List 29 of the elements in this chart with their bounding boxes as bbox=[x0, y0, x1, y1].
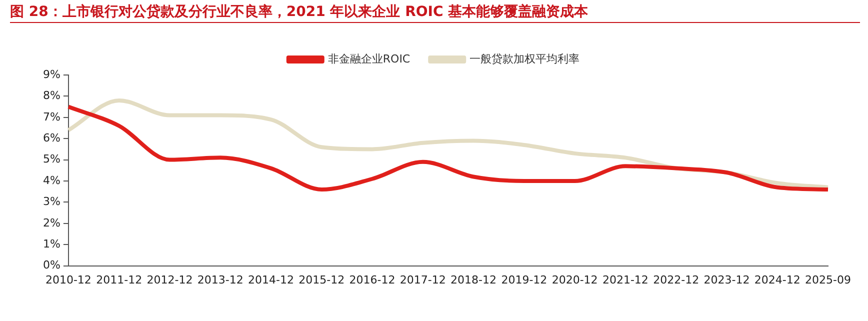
y-tick-label: 0% bbox=[43, 258, 60, 272]
y-tick-label: 6% bbox=[43, 131, 60, 144]
x-tick-label: 2014-12 bbox=[248, 273, 294, 286]
x-tick-label: 2016-12 bbox=[349, 273, 396, 286]
x-tick-label: 2018-12 bbox=[450, 273, 497, 286]
x-tick-label: 2013-12 bbox=[197, 273, 244, 286]
y-tick-label: 8% bbox=[43, 89, 60, 102]
y-tick-label: 1% bbox=[43, 237, 60, 250]
x-tick-label: 2010-12 bbox=[45, 273, 92, 286]
x-tick-label: 2022-12 bbox=[653, 273, 700, 286]
x-tick-label: 2017-12 bbox=[400, 273, 446, 286]
legend-label: 一般贷款加权平均利率 bbox=[470, 52, 580, 66]
x-tick-label: 2025-09 bbox=[805, 273, 851, 286]
legend-label: 非金融企业ROIC bbox=[328, 52, 410, 66]
y-tick-label: 9% bbox=[43, 68, 60, 81]
chart-title: 图 28：上市银行对公贷款及分行业不良率，2021 年以来企业 ROIC 基本能够覆盖融资成本 bbox=[10, 2, 860, 23]
y-tick-label: 5% bbox=[43, 152, 60, 166]
y-tick-label: 4% bbox=[43, 174, 60, 187]
x-tick-label: 2024-12 bbox=[754, 273, 800, 286]
x-tick-label: 2019-12 bbox=[501, 273, 548, 286]
y-tick-label: 7% bbox=[43, 110, 60, 124]
x-tick-label: 2011-12 bbox=[96, 273, 142, 286]
x-tick-label: 2023-12 bbox=[704, 273, 750, 286]
x-tick-label: 2012-12 bbox=[146, 273, 193, 286]
y-tick-label: 2% bbox=[43, 216, 60, 230]
x-tick-label: 2015-12 bbox=[298, 273, 345, 286]
x-tick-label: 2020-12 bbox=[552, 273, 598, 286]
x-tick-label: 2021-12 bbox=[602, 273, 648, 286]
y-tick-label: 3% bbox=[43, 195, 60, 208]
